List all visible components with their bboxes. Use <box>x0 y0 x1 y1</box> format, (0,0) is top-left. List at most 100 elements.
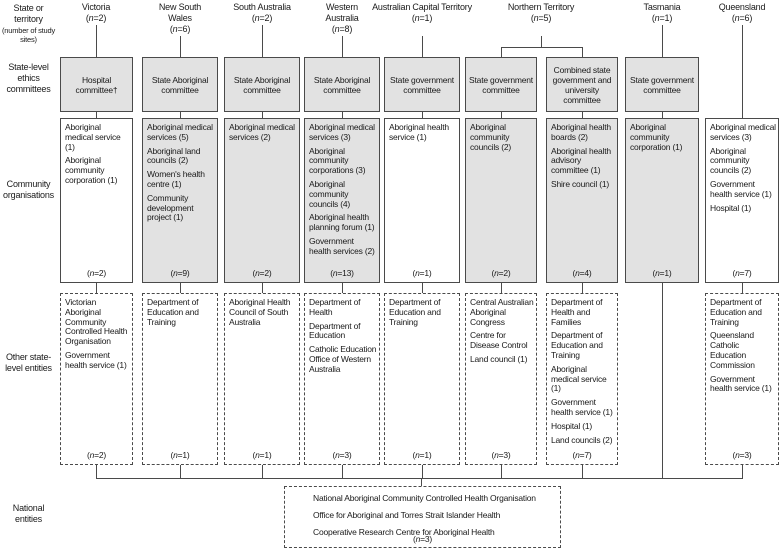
ethics-committee-label: State Aboriginal committee <box>233 74 291 95</box>
org-item: Government health service (1) <box>551 397 613 417</box>
row-label-state-subtext: (number of study sites) <box>1 26 56 44</box>
community-org-items: Aboriginal medical services (3) Aborigina… <box>305 119 379 257</box>
org-item: Aboriginal land councils (2) <box>147 145 201 166</box>
state-name: South Australia <box>233 2 291 12</box>
connector-line <box>501 283 502 293</box>
other-entities-box: Department of Health Department of Educat… <box>304 293 380 465</box>
other-entities-box: Department of Health and Families Departm… <box>546 293 618 465</box>
state-n: (n=5) <box>530 13 552 23</box>
other-entities-box: Aboriginal Health Council of South Austr… <box>224 293 300 465</box>
national-entities-items: National Aboriginal Community Controlled… <box>285 487 560 538</box>
community-count: (n=1) <box>652 268 672 279</box>
org-item: Government health service (1) <box>710 373 772 394</box>
community-count: (n=7) <box>732 268 752 279</box>
connector-line <box>422 36 423 57</box>
row-label-other: Other state-level entities <box>5 352 52 373</box>
connector-line <box>742 465 743 478</box>
org-item: National Aboriginal Community Controlled… <box>313 493 536 503</box>
org-item: Department of Health and Families <box>551 297 603 327</box>
other-entities-box: Central Australian Aboriginal Congress Ce… <box>465 293 537 465</box>
connector-line <box>662 25 663 57</box>
state-name: Queensland <box>718 2 766 12</box>
connector-line <box>96 25 97 57</box>
connector-line <box>342 283 343 293</box>
org-item: Aboriginal medical services (3) <box>309 122 375 142</box>
connector-line <box>180 283 181 293</box>
org-item: Aboriginal community corporation (1) <box>65 155 118 185</box>
community-count: (n=1) <box>412 268 432 279</box>
community-org-box: Aboriginal medical services (3) Aborigina… <box>705 118 779 283</box>
other-count: (n=2) <box>86 450 107 461</box>
ethics-committee-box: State Aboriginal committee <box>224 57 300 112</box>
community-count: (n=13) <box>330 268 354 279</box>
org-item: Women's health centre (1) <box>147 169 205 189</box>
org-item: Office for Aboriginal and Torres Strait … <box>313 510 501 520</box>
community-count: (n=9) <box>170 268 190 279</box>
community-org-box: Aboriginal health boards (2) Aboriginal h… <box>546 118 618 283</box>
connector-line <box>422 465 423 478</box>
column-header-qld: Queensland (n=6) <box>697 2 780 24</box>
org-item: Department of Education and Training <box>147 297 199 327</box>
org-item: Aboriginal medical services (2) <box>229 122 295 142</box>
org-item: Department of Education <box>309 320 361 341</box>
other-entities-items: Department of Education and Training <box>385 294 459 327</box>
org-item: Department of Education and Training <box>710 297 762 327</box>
community-count: (n=2) <box>491 268 511 279</box>
connector-line <box>422 112 423 118</box>
state-name: Australian Capital Territory <box>372 2 472 12</box>
org-item: Hospital (1) <box>710 202 752 213</box>
state-n: (n=2) <box>85 13 107 23</box>
connector-line <box>501 465 502 478</box>
org-item: Cooperative Research Centre for Aborigin… <box>313 527 495 537</box>
column-header-tas: Tasmania (n=1) <box>617 2 707 24</box>
org-item: Aboriginal Health Council of South Austr… <box>229 297 291 327</box>
connector-line <box>541 36 542 47</box>
state-name: Western Australia <box>325 2 359 23</box>
other-count: (n=1) <box>412 450 432 461</box>
org-item: Central Australian Aboriginal Congress <box>470 297 534 327</box>
state-name: Tasmania <box>643 2 681 12</box>
community-org-items: Aboriginal health service (1) <box>385 119 459 143</box>
org-item: Aboriginal community corporation (1) <box>630 122 683 152</box>
community-org-box: Aboriginal medical services (2) (n=2) <box>224 118 300 283</box>
org-item: Aboriginal medical services (5) <box>147 122 213 142</box>
ethics-committee-box: State government committee <box>465 57 537 112</box>
org-item: Aboriginal community councils (2) <box>710 145 752 176</box>
connector-line <box>96 465 97 478</box>
community-org-items: Aboriginal medical services (5) Aborigina… <box>143 119 217 223</box>
org-item: Centre for Disease Control <box>470 330 528 351</box>
other-entities-items: Aboriginal Health Council of South Austr… <box>225 294 299 327</box>
connector-line <box>501 47 583 48</box>
org-item: Victorian Aboriginal Community Controlle… <box>65 297 128 347</box>
org-item: Aboriginal health service (1) <box>389 122 449 142</box>
other-entities-box: Department of Education and Training (n=… <box>384 293 460 465</box>
ethics-committee-box: Hospital committee† <box>60 57 133 112</box>
org-item: Aboriginal health advisory committee (1) <box>551 145 611 176</box>
community-org-box: Aboriginal medical service (1) Aboriginal… <box>60 118 133 283</box>
org-item: Aboriginal health boards (2) <box>551 122 611 142</box>
state-n: (n=1) <box>651 13 673 23</box>
other-entities-box: Victorian Aboriginal Community Controlle… <box>60 293 133 465</box>
connector-line <box>501 112 502 118</box>
connector-line <box>342 36 343 57</box>
connector-line <box>342 112 343 118</box>
connector-line <box>180 465 181 478</box>
connector-line <box>96 112 97 118</box>
state-name: New South Wales <box>158 2 202 23</box>
org-item: Aboriginal medical service (1) <box>65 122 121 152</box>
connector-line <box>180 36 181 57</box>
ethics-committee-box: State Aboriginal committee <box>304 57 380 112</box>
other-count: (n=1) <box>170 450 190 461</box>
ethics-committee-box: State government committee <box>625 57 699 112</box>
org-item: Department of Education and Training <box>551 330 603 360</box>
connector-line <box>582 465 583 478</box>
org-item: Aboriginal community councils (4) <box>309 178 351 209</box>
connector-line <box>742 25 743 118</box>
org-item: Queensland Catholic Education Commission <box>710 330 755 370</box>
row-label-ethics: State-level ethics committees <box>6 62 51 94</box>
column-header-sa: South Australia (n=2) <box>217 2 307 24</box>
column-header-act: Australian Capital Territory (n=1) <box>372 2 472 24</box>
ethics-committee-box: Combined state government and university… <box>546 57 618 112</box>
state-n: (n=1) <box>411 13 433 23</box>
column-header-wa: Western Australia (n=8) <box>312 2 372 35</box>
